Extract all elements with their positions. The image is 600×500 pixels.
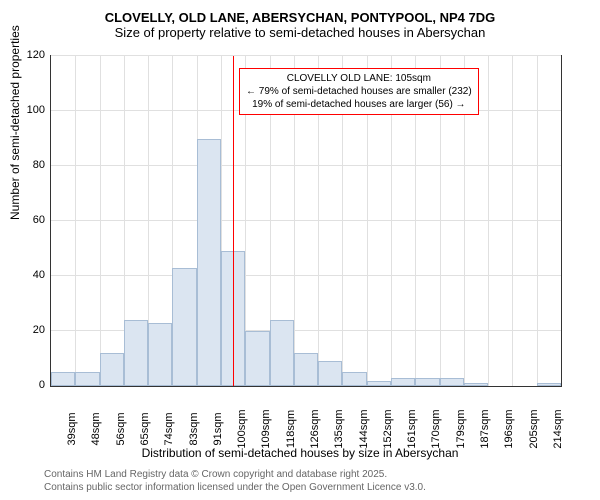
grid-line-v bbox=[488, 56, 489, 386]
histogram-bar bbox=[245, 331, 269, 386]
grid-line-h bbox=[51, 275, 561, 276]
x-tick-label: 39sqm bbox=[66, 412, 78, 445]
histogram-bar bbox=[318, 361, 342, 386]
histogram-bar bbox=[537, 383, 561, 386]
x-tick-label: 152sqm bbox=[382, 409, 394, 448]
histogram-bar bbox=[440, 378, 464, 386]
x-tick-label: 196sqm bbox=[503, 409, 515, 448]
x-tick-label: 126sqm bbox=[309, 409, 321, 448]
histogram-bar bbox=[124, 320, 148, 386]
footer-line2: Contains public sector information licen… bbox=[44, 481, 426, 494]
histogram-bar bbox=[148, 323, 172, 386]
x-axis-label: Distribution of semi-detached houses by … bbox=[0, 446, 600, 460]
y-tick-label: 20 bbox=[33, 324, 45, 336]
y-tick-label: 100 bbox=[27, 104, 45, 116]
x-tick-label: 170sqm bbox=[430, 409, 442, 448]
x-tick-label: 135sqm bbox=[333, 409, 345, 448]
histogram-bar bbox=[172, 268, 196, 386]
histogram-bar bbox=[464, 383, 488, 386]
histogram-bar bbox=[342, 372, 366, 386]
x-tick-label: 100sqm bbox=[236, 409, 248, 448]
reference-line bbox=[233, 56, 234, 386]
x-tick-label: 179sqm bbox=[455, 409, 467, 448]
y-tick-label: 120 bbox=[27, 49, 45, 61]
histogram-bar bbox=[391, 378, 415, 386]
grid-line-v bbox=[537, 56, 538, 386]
annotation-line3: 19% of semi-detached houses are larger (… bbox=[246, 98, 472, 111]
y-tick-label: 60 bbox=[33, 214, 45, 226]
annotation-line2: ← 79% of semi-detached houses are smalle… bbox=[246, 85, 472, 98]
x-tick-label: 144sqm bbox=[358, 409, 370, 448]
x-tick-label: 74sqm bbox=[163, 412, 175, 445]
x-tick-label: 187sqm bbox=[479, 409, 491, 448]
grid-line-v bbox=[512, 56, 513, 386]
x-tick-label: 83sqm bbox=[188, 412, 200, 445]
grid-line-h bbox=[51, 220, 561, 221]
x-tick-label: 91sqm bbox=[212, 412, 224, 445]
x-tick-label: 109sqm bbox=[260, 409, 272, 448]
y-tick-label: 0 bbox=[39, 379, 45, 391]
grid-line-v bbox=[75, 56, 76, 386]
footer-attribution: Contains HM Land Registry data © Crown c… bbox=[44, 468, 426, 494]
grid-line-v bbox=[100, 56, 101, 386]
histogram-bar bbox=[197, 139, 221, 387]
annotation-box: CLOVELLY OLD LANE: 105sqm ← 79% of semi-… bbox=[239, 68, 479, 115]
grid-line-h bbox=[51, 55, 561, 56]
grid-line-h bbox=[51, 165, 561, 166]
histogram-bar bbox=[100, 353, 124, 386]
x-tick-label: 161sqm bbox=[406, 409, 418, 448]
y-axis-label: Number of semi-detached properties bbox=[8, 25, 22, 220]
histogram-bar bbox=[270, 320, 294, 386]
histogram-bar bbox=[75, 372, 99, 386]
y-tick-label: 80 bbox=[33, 159, 45, 171]
x-tick-label: 56sqm bbox=[115, 412, 127, 445]
histogram-bar bbox=[367, 381, 391, 387]
y-tick-label: 40 bbox=[33, 269, 45, 281]
chart-title-main: CLOVELLY, OLD LANE, ABERSYCHAN, PONTYPOO… bbox=[0, 0, 600, 25]
plot-area: CLOVELLY OLD LANE: 105sqm ← 79% of semi-… bbox=[50, 55, 562, 387]
histogram-bar bbox=[51, 372, 75, 386]
histogram-bar bbox=[415, 378, 439, 386]
x-tick-label: 48sqm bbox=[90, 412, 102, 445]
x-tick-label: 65sqm bbox=[139, 412, 151, 445]
chart-title-sub: Size of property relative to semi-detach… bbox=[0, 25, 600, 40]
annotation-line1: CLOVELLY OLD LANE: 105sqm bbox=[246, 72, 472, 85]
footer-line1: Contains HM Land Registry data © Crown c… bbox=[44, 468, 426, 481]
x-tick-label: 214sqm bbox=[552, 409, 564, 448]
x-tick-label: 118sqm bbox=[285, 410, 297, 448]
x-tick-label: 205sqm bbox=[528, 409, 540, 448]
chart-container: CLOVELLY, OLD LANE, ABERSYCHAN, PONTYPOO… bbox=[0, 0, 600, 500]
histogram-bar bbox=[294, 353, 318, 386]
